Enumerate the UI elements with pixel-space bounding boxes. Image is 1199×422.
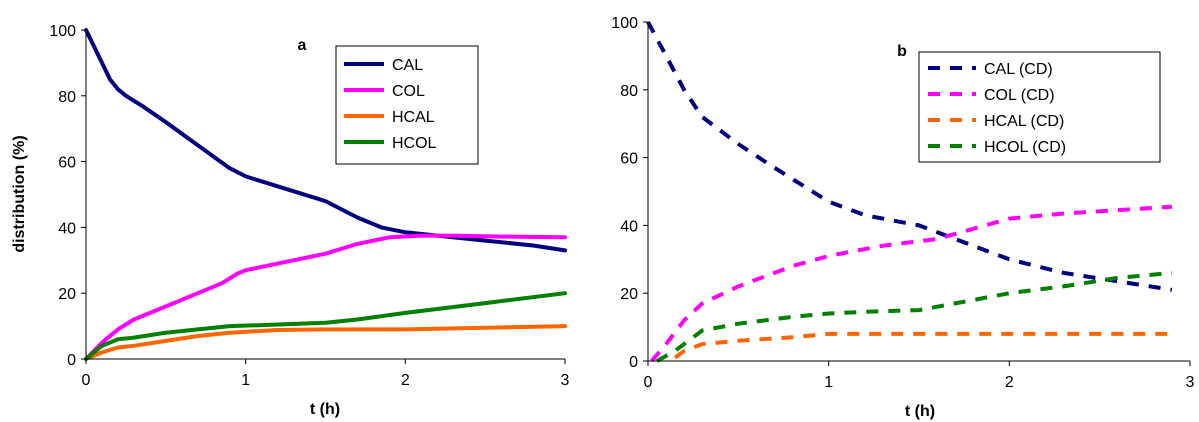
- panel-b-y-tick-label: 100: [611, 15, 638, 32]
- panel-a-x-tick-label: 3: [561, 372, 570, 389]
- panel-a-series-line-hcal: [84, 324, 567, 361]
- panel-a-x-tick-label: 1: [241, 372, 250, 389]
- panel-b-legend-label: CAL (CD): [984, 61, 1053, 78]
- panel-a-legend-label: CAL: [392, 57, 423, 74]
- panel-b-x-tick-label: 1: [824, 374, 833, 391]
- panel-b-label: b: [897, 43, 907, 60]
- panel-a-x-axis-title: t (h): [310, 401, 340, 418]
- panel-b-legend-label: COL (CD): [984, 87, 1055, 104]
- panel-a-x-tick-label: 2: [401, 372, 410, 389]
- panel-a-y-tick-label: 80: [58, 89, 76, 106]
- panel-a-label: a: [298, 37, 307, 54]
- panel-a-legend-label: HCAL: [392, 109, 435, 126]
- panel-a-legend-label: HCOL: [392, 135, 437, 152]
- panel-b-y-tick-label: 20: [620, 286, 638, 303]
- panel-a-series-line-cal: [84, 28, 567, 253]
- panel-b-series-line-col-cd: [650, 204, 1173, 363]
- panel-b-legend-label: HCAL (CD): [984, 113, 1064, 130]
- panel-a-series: [84, 28, 567, 361]
- panel-a-legend: CAL COL HCAL HCOL: [335, 45, 479, 165]
- panel-a-legend-box: [335, 45, 479, 165]
- panel-b-x-tick-label: 0: [644, 374, 653, 391]
- panel-b-legend-items: CAL (CD) COL (CD) HCAL (CD) HCOL (CD): [928, 61, 1066, 156]
- panel-b-legend-box: [918, 51, 1161, 163]
- panel-b-legend: CAL (CD) COL (CD) HCAL (CD) HCOL (CD): [918, 51, 1161, 163]
- panel-a-y-tick-label: 100: [49, 23, 76, 40]
- panel-a-y-tick-label: 40: [58, 220, 76, 237]
- panel-a-y-axis-title: distribution (%): [11, 135, 28, 252]
- panel-a-x-tick-label: 0: [82, 372, 91, 389]
- panel-a-y-tick-label: 60: [58, 155, 76, 172]
- panel-b-y-tick-label: 40: [620, 218, 638, 235]
- panel-b-x-axis-title: t (h): [905, 403, 935, 420]
- panel-a-y-ticks: 0 20 40 60 80 100: [49, 23, 86, 369]
- panel-b-series: [646, 21, 1173, 363]
- panel-b-y-tick-label: 0: [629, 354, 638, 371]
- panel-b-x-tick-label: 3: [1186, 374, 1195, 391]
- panel-a-series-line-hcol: [84, 291, 567, 361]
- panel-a: 0 20 40 60 80 100 0 1 2 3 t (h) distribution (%)…: [11, 23, 570, 418]
- panel-b-series-line-hcal-cd: [673, 331, 1172, 360]
- panel-a-y-tick-label: 0: [67, 352, 76, 369]
- panel-a-series-line-col: [84, 233, 567, 361]
- panel-b-legend-label: HCOL (CD): [984, 139, 1066, 156]
- panel-b-y-ticks: 0 20 40 60 80 100: [611, 15, 648, 371]
- panel-b-series-line-hcol-cd: [656, 270, 1173, 363]
- panel-b-y-tick-label: 80: [620, 83, 638, 100]
- panel-a-y-tick-label: 20: [58, 286, 76, 303]
- panel-b-y-tick-label: 60: [620, 151, 638, 168]
- panel-a-legend-items: CAL COL HCAL HCOL: [344, 57, 437, 152]
- panel-a-x-ticks: 0 1 2 3: [82, 359, 570, 389]
- panel-b-x-tick-label: 2: [1005, 374, 1014, 391]
- panel-b-x-ticks: 0 1 2 3: [644, 361, 1195, 391]
- panel-b: 0 20 40 60 80 100 0 1 2 3 t (h) b CAL (CD) COL (C…: [611, 15, 1194, 420]
- panel-a-legend-label: COL: [392, 83, 425, 100]
